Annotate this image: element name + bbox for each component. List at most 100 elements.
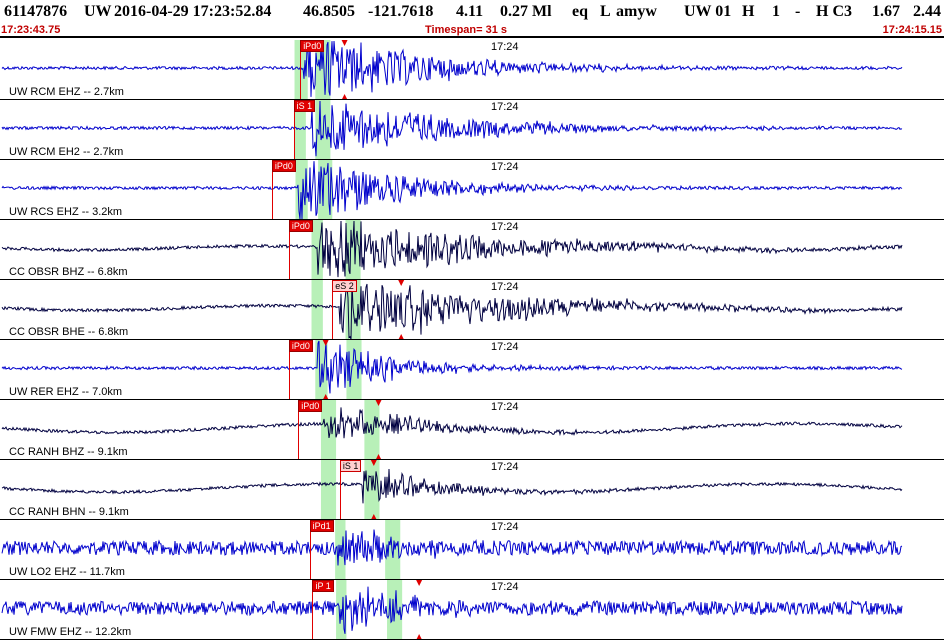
pick-line[interactable] — [339, 460, 341, 519]
timespan: Timespan= 31 s — [425, 24, 508, 36]
time-tick-label: 17:24 — [491, 341, 519, 353]
pick-line[interactable] — [309, 520, 311, 579]
channel-label: CC OBSR BHE -- 6.8km — [9, 326, 129, 338]
channel-panel[interactable]: iPd0 17:24 UW RCM EHZ -- 2.7km — [0, 40, 944, 100]
seismogram — [1, 400, 903, 460]
channel-panel[interactable]: iPd0 17:24 CC OBSR BHZ -- 6.8km — [0, 220, 944, 280]
phase-window — [315, 100, 331, 159]
event-review: H C3 — [816, 3, 852, 20]
channel-label: UW RCM EH2 -- 2.7km — [9, 146, 124, 158]
waveform-trace — [1, 40, 903, 97]
start-time: 17:23:43.75 — [1, 24, 61, 36]
event-rms: 1.67 — [872, 3, 900, 20]
channel-panel[interactable]: iPd0 17:24 CC RANH BHZ -- 9.1km — [0, 400, 944, 460]
pick-arrow-bottom[interactable] — [323, 394, 329, 400]
waveform-trace — [1, 468, 903, 504]
pick-arrow-top[interactable] — [416, 580, 423, 586]
event-author: amyw — [616, 3, 657, 20]
time-tick-label: 17:24 — [491, 581, 519, 593]
seismogram — [1, 280, 903, 340]
event-network: UW — [84, 3, 112, 20]
channel-label: UW RCM EHZ -- 2.7km — [9, 86, 124, 98]
event-error: 2.44 — [913, 3, 941, 20]
pick-flag[interactable]: iPd0 — [271, 160, 296, 172]
seismogram — [1, 460, 903, 520]
pick-flag[interactable]: iPd0 — [288, 220, 313, 232]
event-dash: - — [795, 3, 801, 20]
pick-arrow-top[interactable] — [370, 460, 377, 466]
time-tick-label: 17:24 — [491, 461, 519, 473]
timespan-bar: 17:23:43.75 Timespan= 31 s 17:24:15.15 — [0, 24, 944, 37]
pick-flag[interactable]: iP 1 — [312, 580, 334, 592]
pick-arrow-bottom[interactable] — [376, 454, 382, 460]
pick-arrow-top[interactable] — [322, 340, 329, 346]
channel-label: CC OBSR BHZ -- 6.8km — [9, 266, 128, 278]
channel-label: CC RANH BHN -- 9.1km — [9, 506, 129, 518]
seismogram — [1, 580, 903, 640]
channel-panel[interactable]: iPd0 17:24 UW RER EHZ -- 7.0km — [0, 340, 944, 400]
pick-arrow-bottom[interactable] — [416, 634, 422, 640]
pick-flag[interactable]: iPd1 — [309, 520, 334, 532]
time-tick-label: 17:24 — [491, 521, 519, 533]
channel-panel[interactable]: eS 2 17:24 CC OBSR BHE -- 6.8km — [0, 280, 944, 340]
pick-flag[interactable]: iPd0 — [298, 400, 323, 412]
time-tick-label: 17:24 — [491, 221, 519, 233]
pick-arrow-top[interactable] — [375, 400, 382, 406]
pick-line[interactable] — [298, 400, 300, 459]
channel-panel[interactable]: iS 1 17:24 CC RANH BHN -- 9.1km — [0, 460, 944, 520]
seismogram — [1, 100, 903, 159]
pick-flag[interactable]: iS 1 — [339, 460, 362, 472]
waveform-panels[interactable]: iPd0 17:24 UW RCM EHZ -- 2.7km iS 1 17:24 UW … — [0, 40, 944, 640]
waveform-trace — [1, 161, 903, 219]
waveform-trace — [1, 281, 903, 339]
waveform-trace — [1, 220, 903, 278]
time-tick-label: 17:24 — [491, 401, 519, 413]
time-tick-label: 17:24 — [491, 41, 519, 53]
pick-flag[interactable]: iPd0 — [288, 340, 313, 352]
pick-arrow-bottom[interactable] — [371, 514, 377, 520]
channel-label: UW LO2 EHZ -- 11.7km — [9, 566, 125, 578]
waveform-trace — [1, 100, 903, 157]
event-gtype: L — [600, 3, 611, 20]
waveform-trace — [1, 407, 903, 439]
event-quality: H — [742, 3, 755, 20]
pick-line[interactable] — [288, 340, 290, 399]
event-magnitude: 0.27 Ml — [500, 3, 552, 20]
pick-arrow-top[interactable] — [398, 280, 405, 286]
event-header: 61147876 UW 2016-04-29 17:23:52.84 46.85… — [0, 0, 944, 38]
pick-line[interactable] — [332, 280, 334, 339]
seismogram — [1, 340, 903, 400]
pick-arrow-bottom[interactable] — [398, 334, 404, 340]
event-latitude: 46.8505 — [303, 3, 355, 20]
event-type: eq — [572, 3, 588, 20]
pick-line[interactable] — [293, 100, 295, 159]
channel-panel[interactable]: iPd1 17:24 UW LO2 EHZ -- 11.7km — [0, 520, 944, 580]
channel-panel[interactable]: iP 1 17:24 UW FMW EHZ -- 12.2km — [0, 580, 944, 640]
event-id: 61147876 — [4, 3, 68, 20]
pick-line[interactable] — [288, 220, 290, 279]
pick-line[interactable] — [300, 40, 302, 99]
event-longitude: -121.7618 — [368, 3, 434, 20]
seismogram — [1, 520, 903, 579]
time-tick-label: 17:24 — [491, 281, 519, 293]
event-version: 1 — [772, 3, 780, 20]
pick-line[interactable] — [312, 580, 314, 639]
pick-arrow-bottom[interactable] — [342, 94, 348, 100]
time-tick-label: 17:24 — [491, 161, 519, 173]
waveform-trace — [1, 529, 903, 566]
pick-arrow-top[interactable] — [341, 40, 348, 46]
channel-panel[interactable]: iS 1 17:24 UW RCM EH2 -- 2.7km — [0, 100, 944, 160]
pick-flag[interactable]: iS 1 — [293, 100, 316, 112]
event-origin-time: 2016-04-29 17:23:52.84 — [114, 3, 272, 20]
pick-flag[interactable]: iPd0 — [300, 40, 325, 52]
channel-label: UW RCS EHZ -- 3.2km — [9, 206, 123, 218]
time-tick-label: 17:24 — [491, 101, 519, 113]
channel-label: UW FMW EHZ -- 12.2km — [9, 626, 132, 638]
pick-line[interactable] — [271, 160, 273, 219]
waveform-trace — [1, 340, 903, 394]
phase-window — [320, 460, 337, 519]
pick-flag[interactable]: eS 2 — [332, 280, 357, 292]
channel-panel[interactable]: iPd0 17:24 UW RCS EHZ -- 3.2km — [0, 160, 944, 220]
event-summary: 61147876 UW 2016-04-29 17:23:52.84 46.85… — [4, 1, 942, 23]
event-source: UW 01 — [684, 3, 732, 20]
